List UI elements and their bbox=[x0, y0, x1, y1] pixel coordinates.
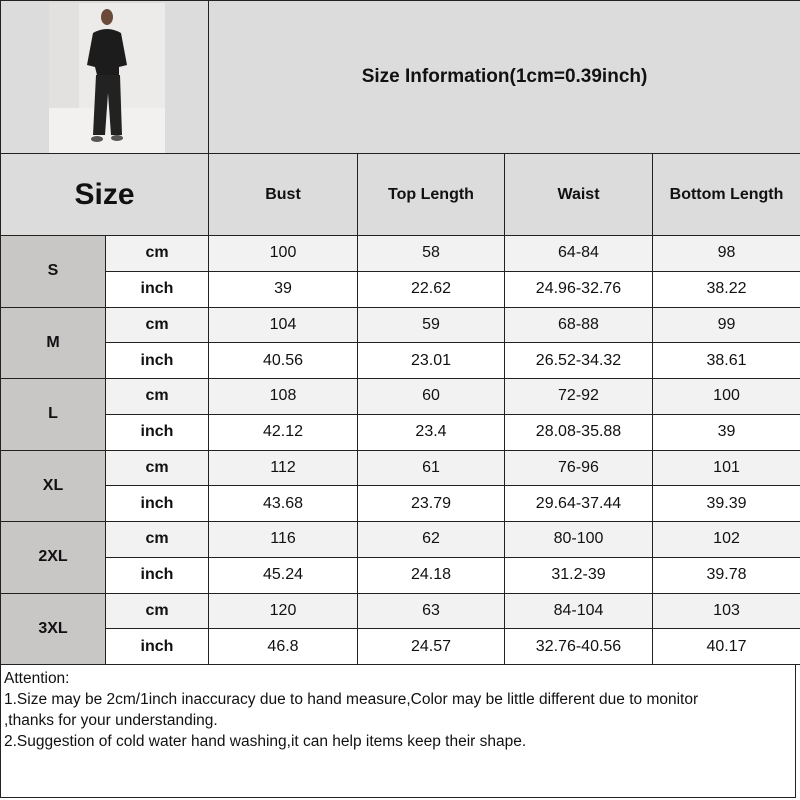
measurement-cell: 39 bbox=[208, 270, 358, 308]
measurement-cell: 40.17 bbox=[651, 628, 800, 665]
note-line: 1.Size may be 2cm/1inch inaccuracy due t… bbox=[4, 691, 699, 708]
measurement-cell: 116 bbox=[208, 521, 358, 558]
product-photo-cell bbox=[0, 0, 209, 154]
attention-notes: Attention: 1.Size may be 2cm/1inch inaccu… bbox=[0, 664, 796, 798]
table-row: inch 45.24 24.18 31.2-39 39.78 bbox=[1, 556, 800, 594]
measurement-cell: 120 bbox=[208, 592, 358, 630]
column-header-waist: Waist bbox=[504, 153, 653, 236]
measurement-cell: 32.76-40.56 bbox=[504, 628, 653, 665]
unit-label: cm bbox=[105, 378, 209, 415]
measurement-cell: 24.18 bbox=[357, 556, 505, 594]
measurement-cell: 38.22 bbox=[651, 270, 800, 308]
table-row: 2XL cm 116 62 80-100 102 bbox=[0, 521, 800, 594]
product-photo bbox=[49, 3, 165, 153]
note-line: 2.Suggestion of cold water hand washing,… bbox=[4, 733, 527, 750]
measurement-cell: 23.4 bbox=[357, 413, 505, 451]
measurement-cell: 61 bbox=[357, 449, 505, 487]
measurement-cell: 23.01 bbox=[357, 342, 505, 379]
measurement-cell: 80-100 bbox=[504, 521, 653, 558]
measurement-cell: 103 bbox=[651, 592, 800, 630]
measurement-cell: 108 bbox=[208, 378, 358, 415]
table-row: 3XL cm 120 63 84-104 103 bbox=[0, 592, 800, 665]
table-row: inch 43.68 23.79 29.64-37.44 39.39 bbox=[1, 485, 800, 522]
measurement-cell: 59 bbox=[357, 306, 505, 344]
measurement-cell: 26.52-34.32 bbox=[504, 342, 653, 379]
measurement-cell: 58 bbox=[357, 235, 505, 272]
column-header-bust: Bust bbox=[208, 153, 358, 236]
measurement-cell: 62 bbox=[357, 521, 505, 558]
size-label: 2XL bbox=[0, 521, 106, 594]
measurement-cell: 64-84 bbox=[504, 235, 653, 272]
unit-label: inch bbox=[105, 556, 209, 594]
table-row: XL cm 112 61 76-96 101 bbox=[0, 449, 800, 522]
size-label: XL bbox=[0, 449, 106, 522]
table-row: inch 39 22.62 24.96-32.76 38.22 bbox=[1, 270, 800, 308]
unit-label: inch bbox=[105, 270, 209, 308]
measurement-cell: 112 bbox=[208, 449, 358, 487]
measurement-cell: 84-104 bbox=[504, 592, 653, 630]
note-line: Attention: bbox=[4, 670, 70, 687]
size-label: L bbox=[0, 378, 106, 451]
measurement-cell: 60 bbox=[357, 378, 505, 415]
unit-label: inch bbox=[105, 485, 209, 522]
measurement-cell: 29.64-37.44 bbox=[504, 485, 653, 522]
size-info-title: Size Information(1cm=0.39inch) bbox=[207, 0, 800, 154]
measurement-cell: 76-96 bbox=[504, 449, 653, 487]
unit-label: cm bbox=[105, 449, 209, 487]
measurement-cell: 23.79 bbox=[357, 485, 505, 522]
size-label: 3XL bbox=[0, 592, 106, 665]
measurement-cell: 68-88 bbox=[504, 306, 653, 344]
measurement-cell: 38.61 bbox=[651, 342, 800, 379]
measurement-cell: 28.08-35.88 bbox=[504, 413, 653, 451]
measurement-cell: 22.62 bbox=[357, 270, 505, 308]
measurement-cell: 42.12 bbox=[208, 413, 358, 451]
size-label: S bbox=[0, 235, 106, 308]
measurement-cell: 46.8 bbox=[208, 628, 358, 665]
measurement-cell: 101 bbox=[651, 449, 800, 487]
measurement-cell: 72-92 bbox=[504, 378, 653, 415]
unit-label: inch bbox=[105, 342, 209, 379]
measurement-cell: 24.57 bbox=[357, 628, 505, 665]
measurement-cell: 104 bbox=[208, 306, 358, 344]
table-row: inch 40.56 23.01 26.52-34.32 38.61 bbox=[1, 342, 800, 379]
measurement-cell: 31.2-39 bbox=[504, 556, 653, 594]
measurement-cell: 39 bbox=[651, 413, 800, 451]
unit-label: cm bbox=[105, 592, 209, 630]
unit-label: inch bbox=[105, 413, 209, 451]
column-header-bottom-length: Bottom Length bbox=[651, 153, 800, 236]
table-row: inch 42.12 23.4 28.08-35.88 39 bbox=[1, 413, 800, 451]
unit-label: inch bbox=[105, 628, 209, 665]
measurement-cell: 63 bbox=[357, 592, 505, 630]
measurement-cell: 99 bbox=[651, 306, 800, 344]
measurement-cell: 102 bbox=[651, 521, 800, 558]
column-header-top-length: Top Length bbox=[357, 153, 505, 236]
size-header: Size bbox=[0, 153, 209, 236]
unit-label: cm bbox=[105, 235, 209, 272]
measurement-cell: 98 bbox=[651, 235, 800, 272]
measurement-cell: 100 bbox=[651, 378, 800, 415]
measurement-cell: 100 bbox=[208, 235, 358, 272]
unit-label: cm bbox=[105, 521, 209, 558]
note-line: ,thanks for your understanding. bbox=[4, 712, 218, 729]
measurement-cell: 39.39 bbox=[651, 485, 800, 522]
measurement-cell: 45.24 bbox=[208, 556, 358, 594]
table-row: inch 46.8 24.57 32.76-40.56 40.17 bbox=[1, 628, 800, 665]
measurement-cell: 24.96-32.76 bbox=[504, 270, 653, 308]
measurement-cell: 43.68 bbox=[208, 485, 358, 522]
measurement-cell: 39.78 bbox=[651, 556, 800, 594]
unit-label: cm bbox=[105, 306, 209, 344]
size-chart-table: Size Information(1cm=0.39inch) Size Bust… bbox=[0, 0, 800, 665]
size-label: M bbox=[0, 306, 106, 379]
measurement-cell: 40.56 bbox=[208, 342, 358, 379]
